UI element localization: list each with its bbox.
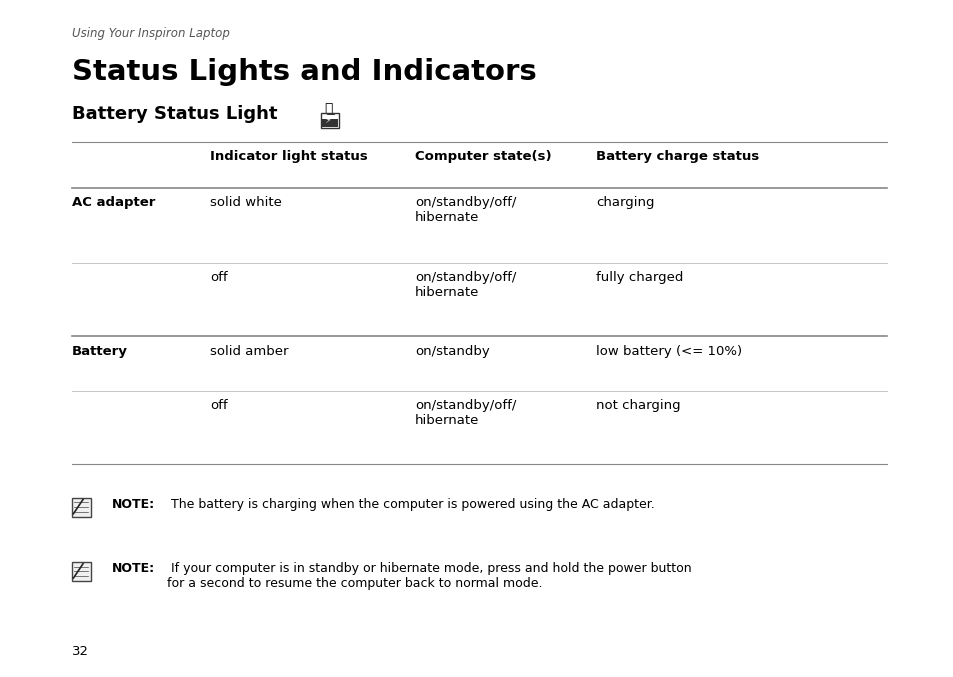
Text: off: off bbox=[210, 271, 227, 284]
Text: on/standby: on/standby bbox=[415, 345, 489, 357]
FancyBboxPatch shape bbox=[322, 119, 337, 127]
Text: NOTE:: NOTE: bbox=[112, 562, 154, 575]
Text: 32: 32 bbox=[71, 645, 89, 658]
FancyBboxPatch shape bbox=[71, 562, 91, 581]
FancyBboxPatch shape bbox=[326, 113, 334, 114]
Text: fully charged: fully charged bbox=[596, 271, 683, 284]
Text: not charging: not charging bbox=[596, 399, 680, 412]
Text: The battery is charging when the computer is powered using the AC adapter.: The battery is charging when the compute… bbox=[167, 498, 654, 510]
Text: Computer state(s): Computer state(s) bbox=[415, 150, 551, 163]
Text: Using Your Inspiron Laptop: Using Your Inspiron Laptop bbox=[71, 27, 229, 40]
Text: on/standby/off/
hibernate: on/standby/off/ hibernate bbox=[415, 271, 516, 299]
Text: Status Lights and Indicators: Status Lights and Indicators bbox=[71, 58, 536, 85]
Text: low battery (<= 10%): low battery (<= 10%) bbox=[596, 345, 741, 357]
Text: ⦗: ⦗ bbox=[324, 102, 333, 116]
Text: on/standby/off/
hibernate: on/standby/off/ hibernate bbox=[415, 399, 516, 427]
Text: Battery: Battery bbox=[71, 345, 128, 357]
Text: AC adapter: AC adapter bbox=[71, 196, 154, 209]
Text: on/standby/off/
hibernate: on/standby/off/ hibernate bbox=[415, 196, 516, 224]
Text: off: off bbox=[210, 399, 227, 412]
FancyBboxPatch shape bbox=[71, 498, 91, 517]
Text: charging: charging bbox=[596, 196, 654, 209]
Text: Indicator light status: Indicator light status bbox=[210, 150, 367, 163]
Text: If your computer is in standby or hibernate mode, press and hold the power butto: If your computer is in standby or hibern… bbox=[167, 562, 691, 590]
Text: Battery Status Light: Battery Status Light bbox=[71, 105, 276, 123]
Text: ⚡: ⚡ bbox=[324, 115, 331, 125]
Text: solid white: solid white bbox=[210, 196, 281, 209]
FancyBboxPatch shape bbox=[321, 113, 338, 128]
Text: NOTE:: NOTE: bbox=[112, 498, 154, 510]
Text: solid amber: solid amber bbox=[210, 345, 288, 357]
Text: Battery charge status: Battery charge status bbox=[596, 150, 759, 163]
